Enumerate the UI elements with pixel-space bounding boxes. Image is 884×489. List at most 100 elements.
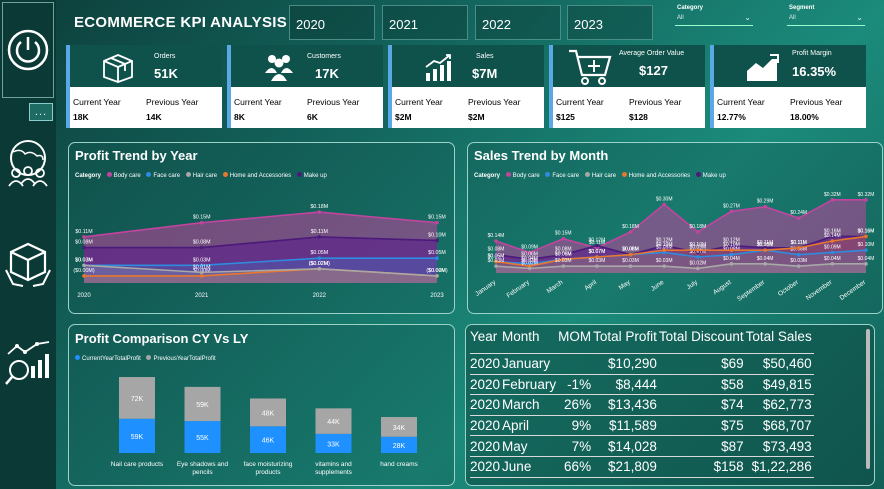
legend-dot [545, 172, 551, 177]
data-point [199, 274, 204, 278]
column-header[interactable]: MOM [558, 329, 594, 354]
bar-label: 72K [131, 396, 144, 403]
legend-item[interactable]: Body care [512, 173, 540, 179]
segment-slicer-dropdown[interactable]: All ⌄ [787, 13, 865, 26]
bar-previous-year [184, 386, 221, 422]
previous-year-label: Previous Year [629, 97, 682, 107]
data-label: $0.15M [555, 231, 572, 237]
data-point [763, 262, 767, 266]
data-label: $0.09M [656, 244, 673, 250]
legend-item[interactable]: Face care [552, 173, 580, 179]
data-label: $0.18M [310, 204, 328, 210]
data-label: $0.14M [824, 233, 841, 239]
data-label: $0.12M [589, 238, 606, 244]
more-options-button[interactable]: ... [29, 103, 53, 121]
legend-item[interactable]: Hair care [591, 173, 617, 179]
data-point [82, 235, 86, 239]
data-label: ($0.02M) [426, 268, 447, 274]
legend-item[interactable]: Make up [303, 173, 327, 179]
data-label: $0.10M [858, 242, 875, 248]
data-point [435, 238, 439, 243]
data-point [435, 256, 439, 260]
data-point [830, 234, 835, 239]
legend-item[interactable]: Home and Accessories [628, 173, 691, 179]
search-chart-icon[interactable] [3, 338, 53, 388]
data-point [796, 252, 801, 257]
table-row[interactable]: 2020 March 26% $13,436 $74 $62,773 [470, 394, 814, 416]
legend-item[interactable]: Make up [702, 173, 726, 179]
data-label: $0.11M [791, 240, 807, 246]
data-label: $0.14M [488, 233, 505, 239]
data-point [662, 202, 666, 207]
column-header[interactable]: Total Sales [745, 329, 814, 354]
kpi-value: 51K [154, 66, 178, 81]
legend-item[interactable]: Body care [113, 173, 141, 179]
column-header[interactable]: Total Profit [593, 329, 659, 354]
data-label: $0.16M [858, 228, 875, 234]
globe-people-icon[interactable] [3, 138, 53, 188]
table-cell: $14,028 [593, 435, 659, 457]
kpi-value: 16.35% [792, 64, 837, 79]
legend-dot [146, 172, 152, 177]
year-button-2023[interactable]: 2023 [567, 5, 653, 40]
data-label: $0.08M [790, 247, 807, 253]
table-cell: $50,460 [745, 353, 814, 375]
legend-item[interactable]: Face care [153, 173, 181, 179]
bar-current-year [250, 426, 286, 453]
current-year-value: 12.77% [717, 112, 746, 122]
table-row[interactable]: 2020 January $10,290 $69 $50,460 [470, 353, 814, 375]
legend-item[interactable]: Hair care [192, 173, 218, 179]
data-label: $0.11M [75, 229, 92, 235]
x-tick-label: 2021 [195, 293, 209, 299]
column-header[interactable]: Year [470, 329, 503, 354]
bar-current-year [119, 418, 155, 453]
data-point [796, 264, 801, 268]
data-point [561, 252, 566, 257]
legend-item[interactable]: CurrentYearTotalProfit [82, 356, 141, 362]
year-button-2021[interactable]: 2021 [382, 5, 468, 40]
bar-label: 44K [327, 419, 340, 426]
x-tick-label: face moisturizing [244, 461, 293, 468]
data-point [763, 204, 767, 209]
kpi-card-average-order-value: Average Order Value $127 Current Year Pr… [549, 45, 705, 128]
column-header[interactable]: Month [502, 329, 559, 354]
bar-label: 33K [327, 441, 340, 448]
data-point [82, 245, 86, 250]
legend-item[interactable]: PreviousYearTotalProfit [153, 356, 216, 362]
column-header[interactable]: Total Discount [658, 329, 746, 354]
table-cell: $8,444 [593, 374, 659, 396]
data-label: $0.04M [723, 256, 740, 262]
data-point [82, 274, 86, 278]
data-point [830, 262, 835, 266]
x-tick-label: October [777, 278, 801, 297]
data-point [729, 262, 734, 266]
x-tick-label: August [712, 279, 733, 296]
data-point [199, 263, 204, 268]
box-hands-icon[interactable] [3, 240, 53, 290]
data-label: $0.03M [193, 257, 211, 263]
data-label: $0.04M [757, 256, 774, 262]
data-point [830, 250, 835, 255]
power-button[interactable] [2, 2, 54, 98]
sales-trend-title: Sales Trend by Month [474, 148, 609, 163]
year-button-2020[interactable]: 2020 [289, 5, 375, 40]
sidebar: ... [0, 0, 56, 489]
table-scrollbar[interactable] [866, 329, 870, 469]
table-cell: $87 [658, 435, 746, 457]
previous-year-value: 18.00% [790, 112, 819, 122]
data-label: $0.08M [622, 247, 639, 253]
segment-slicer-value: All [789, 15, 796, 21]
table-row[interactable]: 2020 May 7% $14,028 $87 $73,493 [470, 435, 814, 457]
year-button-2022[interactable]: 2022 [475, 5, 561, 40]
table-cell: $73,493 [745, 435, 814, 457]
data-label: $0.18M [622, 224, 639, 230]
data-label: $0.02M [689, 260, 706, 266]
table-row[interactable]: 2020 June 66% $21,809 $158 $1,22,286 [470, 456, 814, 478]
kpi-label: Average Order Value [619, 50, 685, 57]
profit-trend-legend: Category Body care Face care Hair care H… [75, 172, 327, 179]
data-label: $0.32M [858, 192, 875, 198]
table-row[interactable]: 2020 February -1% $8,444 $58 $49,815 [470, 374, 814, 396]
category-slicer-dropdown[interactable]: All ⌄ [675, 13, 753, 26]
legend-item[interactable]: Home and Accessories [229, 173, 292, 179]
table-row[interactable]: 2020 April 9% $11,589 $75 $68,707 [470, 415, 814, 437]
